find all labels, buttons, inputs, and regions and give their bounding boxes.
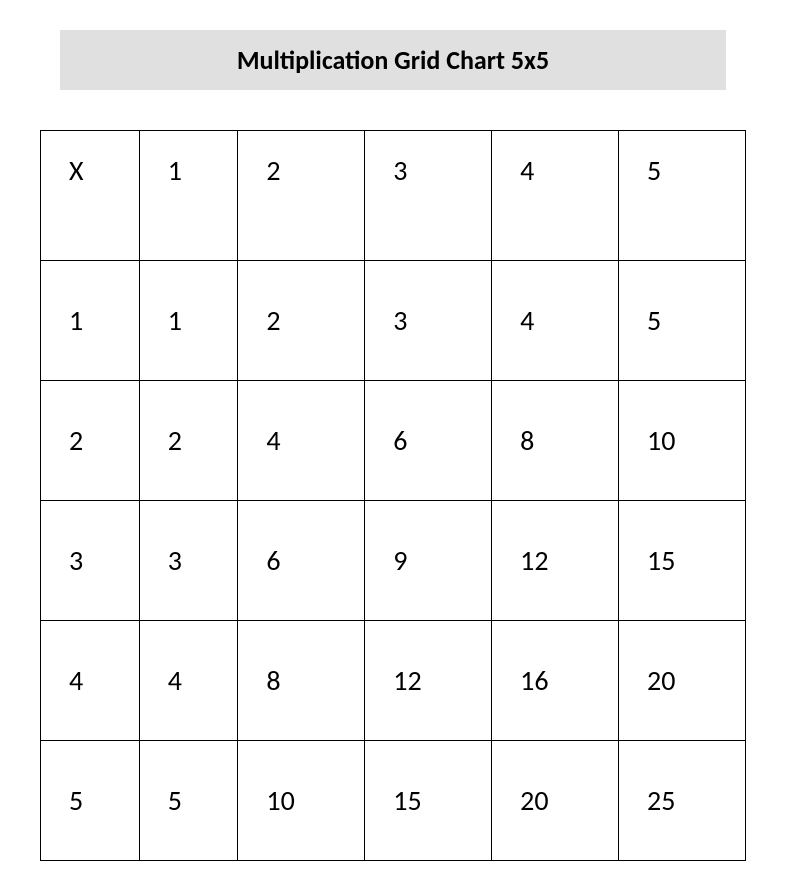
- table-cell: 4: [41, 621, 140, 741]
- header-cell: 4: [492, 131, 619, 261]
- table-cell: 5: [619, 261, 746, 381]
- table-cell: 20: [492, 741, 619, 861]
- table-cell: 8: [238, 621, 365, 741]
- table-cell: 12: [365, 621, 492, 741]
- table-cell: 15: [619, 501, 746, 621]
- table-cell: 15: [365, 741, 492, 861]
- page-title: Multiplication Grid Chart 5x5: [60, 30, 726, 90]
- table-cell: 4: [139, 621, 238, 741]
- table-cell: 5: [139, 741, 238, 861]
- table-cell: 2: [238, 261, 365, 381]
- table-cell: 16: [492, 621, 619, 741]
- table-cell: 10: [619, 381, 746, 501]
- table-row: 3 3 6 9 12 15: [41, 501, 746, 621]
- table-cell: 3: [365, 261, 492, 381]
- table-cell: 4: [238, 381, 365, 501]
- table-cell: 6: [238, 501, 365, 621]
- table-cell: 1: [139, 261, 238, 381]
- table-cell: 1: [41, 261, 140, 381]
- table-header-row: X 1 2 3 4 5: [41, 131, 746, 261]
- table-cell: 2: [139, 381, 238, 501]
- table-cell: 20: [619, 621, 746, 741]
- header-cell: 2: [238, 131, 365, 261]
- table-cell: 5: [41, 741, 140, 861]
- table-cell: 3: [41, 501, 140, 621]
- header-cell: 3: [365, 131, 492, 261]
- table-cell: 25: [619, 741, 746, 861]
- table-cell: 8: [492, 381, 619, 501]
- header-cell: 5: [619, 131, 746, 261]
- table-cell: 9: [365, 501, 492, 621]
- table-cell: 4: [492, 261, 619, 381]
- header-cell: X: [41, 131, 140, 261]
- table-cell: 3: [139, 501, 238, 621]
- table-cell: 6: [365, 381, 492, 501]
- header-cell: 1: [139, 131, 238, 261]
- table-cell: 2: [41, 381, 140, 501]
- table-row: 4 4 8 12 16 20: [41, 621, 746, 741]
- table-cell: 12: [492, 501, 619, 621]
- table-row: 2 2 4 6 8 10: [41, 381, 746, 501]
- table-row: 1 1 2 3 4 5: [41, 261, 746, 381]
- multiplication-grid: X 1 2 3 4 5 1 1 2 3 4 5 2 2 4 6 8 10 3 3…: [40, 130, 746, 861]
- table-row: 5 5 10 15 20 25: [41, 741, 746, 861]
- table-cell: 10: [238, 741, 365, 861]
